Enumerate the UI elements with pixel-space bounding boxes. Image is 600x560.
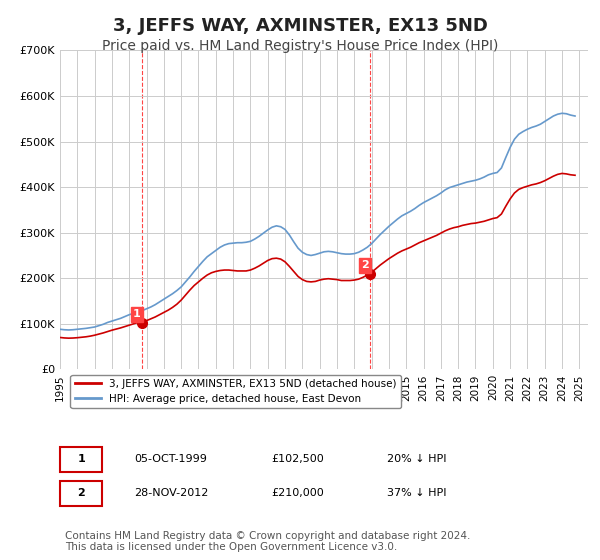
Text: £210,000: £210,000	[271, 488, 324, 498]
Text: 20% ↓ HPI: 20% ↓ HPI	[388, 454, 447, 464]
Text: Price paid vs. HM Land Registry's House Price Index (HPI): Price paid vs. HM Land Registry's House …	[102, 39, 498, 53]
FancyBboxPatch shape	[60, 480, 102, 506]
Text: 2: 2	[361, 260, 368, 270]
Text: 1: 1	[133, 310, 141, 319]
Text: 28-NOV-2012: 28-NOV-2012	[134, 488, 208, 498]
Legend: 3, JEFFS WAY, AXMINSTER, EX13 5ND (detached house), HPI: Average price, detached: 3, JEFFS WAY, AXMINSTER, EX13 5ND (detac…	[70, 375, 401, 408]
Text: 2: 2	[77, 488, 85, 498]
Text: 37% ↓ HPI: 37% ↓ HPI	[388, 488, 447, 498]
Text: 05-OCT-1999: 05-OCT-1999	[134, 454, 207, 464]
Text: £102,500: £102,500	[271, 454, 324, 464]
Text: 3, JEFFS WAY, AXMINSTER, EX13 5ND: 3, JEFFS WAY, AXMINSTER, EX13 5ND	[113, 17, 487, 35]
Text: 1: 1	[77, 454, 85, 464]
Text: Contains HM Land Registry data © Crown copyright and database right 2024.
This d: Contains HM Land Registry data © Crown c…	[65, 531, 470, 553]
FancyBboxPatch shape	[60, 446, 102, 472]
